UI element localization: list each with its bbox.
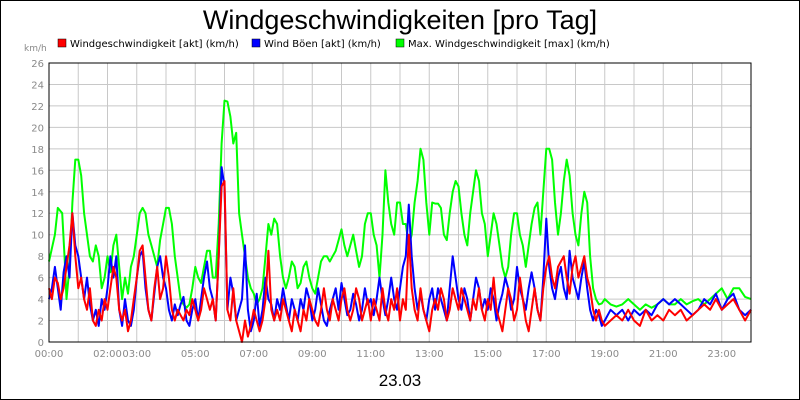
x-tick-label: 19:00	[590, 349, 619, 360]
legend-label-max-wind-speed: Max. Windgeschwindigkeit [max] (km/h)	[408, 39, 610, 50]
legend: Windgeschwindigkeit [akt] (km/h) Wind Bö…	[57, 38, 610, 50]
y-tick-label: 16	[31, 166, 44, 177]
legend-swatch-wind-speed	[57, 38, 67, 48]
x-tick-label: 17:00	[532, 349, 561, 360]
y-axis-unit: km/h	[24, 44, 47, 54]
x-tick-label: 15:00	[473, 349, 502, 360]
legend-swatch-gusts	[251, 38, 261, 48]
y-tick-label: 24	[31, 80, 44, 91]
y-tick-label: 12	[31, 209, 44, 220]
x-tick-label: 00:00	[35, 349, 64, 360]
x-tick-label: 09:00	[298, 349, 327, 360]
x-tick-label: 03:00	[122, 349, 151, 360]
x-tick-label: 07:00	[239, 349, 268, 360]
x-axis-date-label: 23.03	[379, 371, 422, 390]
x-tick-label: 21:00	[649, 349, 678, 360]
x-tick-label: 02:00	[93, 349, 122, 360]
x-tick-label: 11:00	[356, 349, 385, 360]
y-tick-label: 20	[31, 123, 44, 134]
series-lines	[48, 99, 752, 343]
legend-swatch-max-wind-speed	[395, 38, 405, 48]
y-tick-label: 4	[38, 295, 44, 306]
y-tick-label: 6	[38, 274, 44, 285]
y-tick-label: 22	[31, 102, 44, 113]
series-line-2	[48, 180, 752, 343]
x-axis-ticks: 00:00 02:00 03:00 05:00 07:00 09:00 11:00 13:00…	[35, 349, 737, 360]
y-tick-label: 2	[38, 317, 44, 328]
y-tick-label: 14	[31, 188, 44, 199]
y-tick-label: 10	[31, 231, 44, 242]
y-tick-label: 0	[38, 338, 44, 349]
legend-label-gusts: Wind Böen [akt] (km/h)	[264, 39, 381, 50]
y-tick-label: 26	[31, 59, 44, 70]
legend-label-wind-speed: Windgeschwindigkeit [akt] (km/h)	[70, 39, 239, 50]
y-tick-label: 18	[31, 145, 44, 156]
y-tick-label: 8	[38, 252, 44, 263]
series-line-0	[48, 99, 752, 311]
x-tick-label: 23:00	[707, 349, 736, 360]
x-tick-label: 13:00	[415, 349, 444, 360]
x-tick-label: 05:00	[181, 349, 210, 360]
chart-title: Windgeschwindigkeiten [pro Tag]	[203, 5, 597, 35]
plot-area-border	[48, 62, 752, 343]
